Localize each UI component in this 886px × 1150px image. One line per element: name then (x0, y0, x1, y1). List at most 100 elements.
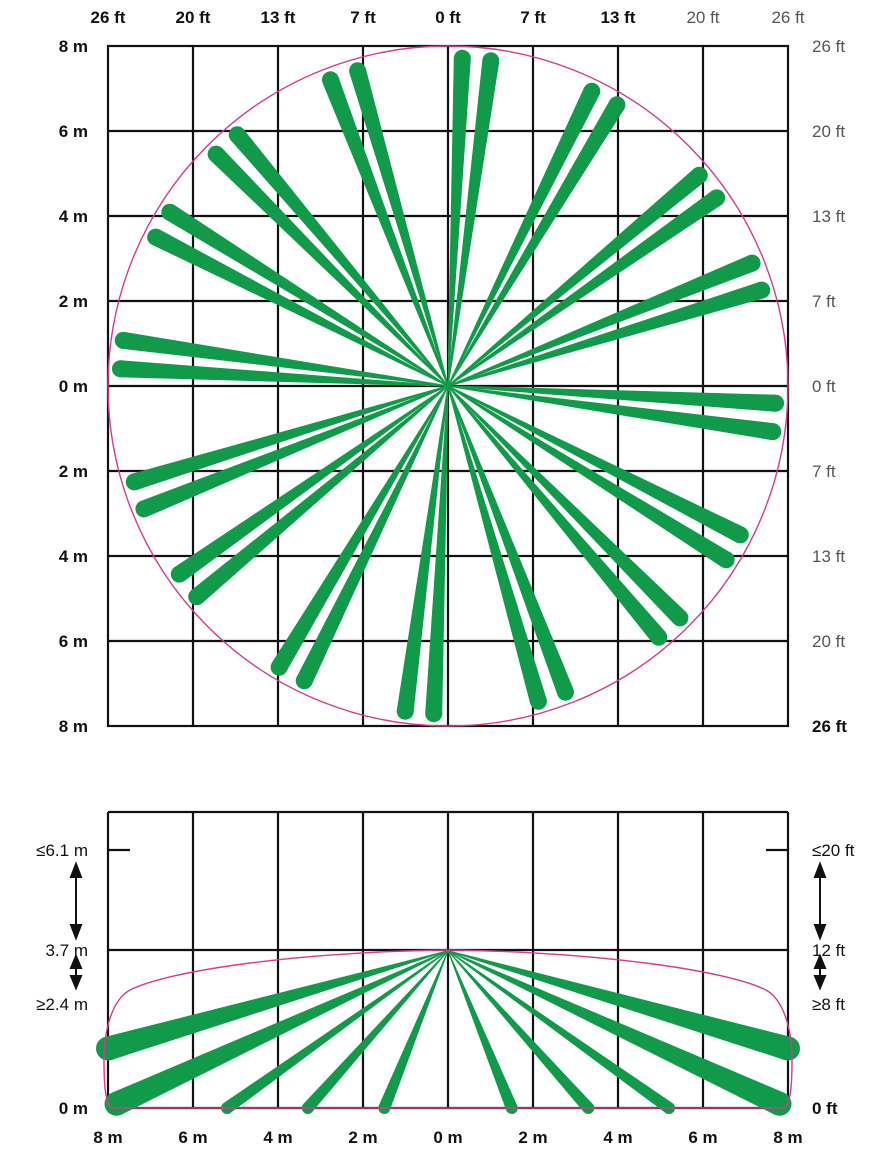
side-detection-beam-tip (776, 1036, 800, 1061)
detection-beam (425, 386, 449, 715)
detection-beam (447, 282, 765, 387)
height-label: ≤6.1 m (36, 841, 88, 860)
side-detection-beam (447, 950, 673, 1113)
side-detection-beam-tip (96, 1036, 120, 1061)
height-label: 0 ft (812, 1099, 838, 1118)
right-axis-label: 13 ft (812, 207, 845, 226)
detection-beam-tip (125, 473, 143, 491)
detection-beam-tip (482, 52, 500, 70)
detection-beam (447, 190, 722, 387)
side-detection-beam (104, 950, 449, 1060)
top-axis-label: 20 ft (176, 8, 211, 27)
detection-beam-tip (228, 126, 246, 144)
detection-beam (447, 385, 745, 543)
detection-beam (447, 385, 774, 441)
left-axis-label: 6 m (59, 122, 88, 141)
left-axis-label: 8 m (59, 717, 88, 736)
detection-beam (230, 129, 449, 387)
detection-beam (349, 68, 449, 387)
bottom-axis-label: 6 m (178, 1128, 207, 1147)
detection-beam-tip (295, 672, 313, 690)
right-axis-labels: 26 ft 20 ft 13 ft 7 ft 0 ft 7 ft 13 ft 2… (812, 37, 847, 736)
height-range-arrows (69, 861, 827, 991)
right-axis-label: 26 ft (812, 37, 845, 56)
detection-beam-tip (650, 628, 668, 646)
top-axis-label: 26 ft (91, 8, 126, 27)
side-detection-beam (447, 950, 593, 1112)
side-detection-beam-tip (767, 1091, 792, 1116)
detection-beam (131, 385, 449, 490)
detection-beam-tip (135, 500, 153, 518)
bottom-axis-label: 0 m (433, 1128, 462, 1147)
top-view-beams (111, 49, 785, 723)
bottom-axis-label: 2 m (518, 1128, 547, 1147)
detection-beam-tip (161, 203, 179, 221)
detection-beam-tip (753, 281, 771, 299)
detection-beam-tip (188, 588, 206, 606)
left-axis-label: 8 m (59, 37, 88, 56)
detection-beam-tip (764, 423, 782, 441)
height-label: 12 ft (812, 941, 845, 960)
detection-beam (140, 385, 449, 517)
top-axis-label: 20 ft (686, 8, 719, 27)
top-axis-label: 13 ft (601, 8, 636, 27)
bottom-axis-label: 8 m (773, 1128, 802, 1147)
side-right-labels: ≤20 ft 12 ft ≥8 ft 0 ft (812, 841, 855, 1118)
detection-beam-tip (425, 705, 443, 723)
detection-beam-tip (690, 166, 708, 184)
side-detection-beam (447, 950, 785, 1115)
side-detection-beam (111, 950, 449, 1115)
side-detection-beam (378, 950, 449, 1111)
detection-beam (120, 360, 448, 387)
detection-beam-tip (170, 565, 188, 583)
top-view: 26 ft 20 ft 13 ft 7 ft 0 ft 7 ft 13 ft 2… (59, 8, 848, 736)
right-axis-label: 20 ft (812, 122, 845, 141)
detection-beam (448, 385, 776, 412)
detection-beam (447, 87, 600, 387)
top-axis-label: 13 ft (261, 8, 296, 27)
height-label: ≥2.4 m (36, 995, 88, 1014)
right-axis-label: 0 ft (812, 377, 836, 396)
side-detection-beam (223, 950, 449, 1113)
detection-beam (271, 385, 449, 672)
detection-beam-tip (608, 96, 626, 114)
detection-beam (210, 148, 449, 387)
detection-beam-tip (731, 526, 749, 544)
left-axis-label: 0 m (59, 377, 88, 396)
bottom-axis-label: 6 m (688, 1128, 717, 1147)
side-left-labels: ≤6.1 m 3.7 m ≥2.4 m 0 m (36, 841, 88, 1118)
top-axis-label: 0 ft (435, 8, 461, 27)
detection-beam (447, 59, 500, 387)
detection-beam-tip (557, 683, 574, 701)
bottom-axis-label: 8 m (93, 1128, 122, 1147)
detection-beam (122, 331, 449, 387)
right-axis-label: 20 ft (812, 632, 845, 651)
right-axis-label: 13 ft (812, 547, 845, 566)
side-view: ≤6.1 m 3.7 m ≥2.4 m 0 m ≤20 ft 12 ft ≥8 … (36, 810, 855, 1147)
detection-beam-tip (114, 331, 132, 349)
top-axis-label: 7 ft (520, 8, 546, 27)
coverage-boundary-circle (107, 45, 789, 727)
detection-beam (447, 385, 547, 704)
detection-beam-tip (453, 49, 471, 67)
side-detection-beam (447, 950, 792, 1060)
detection-beam (447, 385, 686, 624)
height-label: ≥8 ft (812, 995, 845, 1014)
detection-beam (447, 57, 471, 387)
detection-beam (447, 168, 705, 387)
left-axis-label: 6 m (59, 632, 88, 651)
top-axis-label: 7 ft (350, 8, 376, 27)
detection-beam-tip (270, 658, 288, 676)
top-axis-labels: 26 ft 20 ft 13 ft 7 ft 0 ft 7 ft 13 ft 2… (91, 8, 805, 27)
detection-beam (447, 255, 756, 387)
side-detection-beam (447, 950, 518, 1111)
height-label: 0 m (59, 1099, 88, 1118)
left-axis-label: 4 m (59, 547, 88, 566)
bottom-axis-labels: 8 m 6 m 4 m 2 m 0 m 2 m 4 m 6 m 8 m (93, 1128, 802, 1147)
detection-beam (447, 385, 666, 643)
bottom-axis-label: 2 m (348, 1128, 377, 1147)
detection-beam-tip (708, 189, 726, 207)
side-coverage-boundary (103, 949, 793, 1109)
side-view-beams (96, 950, 800, 1116)
